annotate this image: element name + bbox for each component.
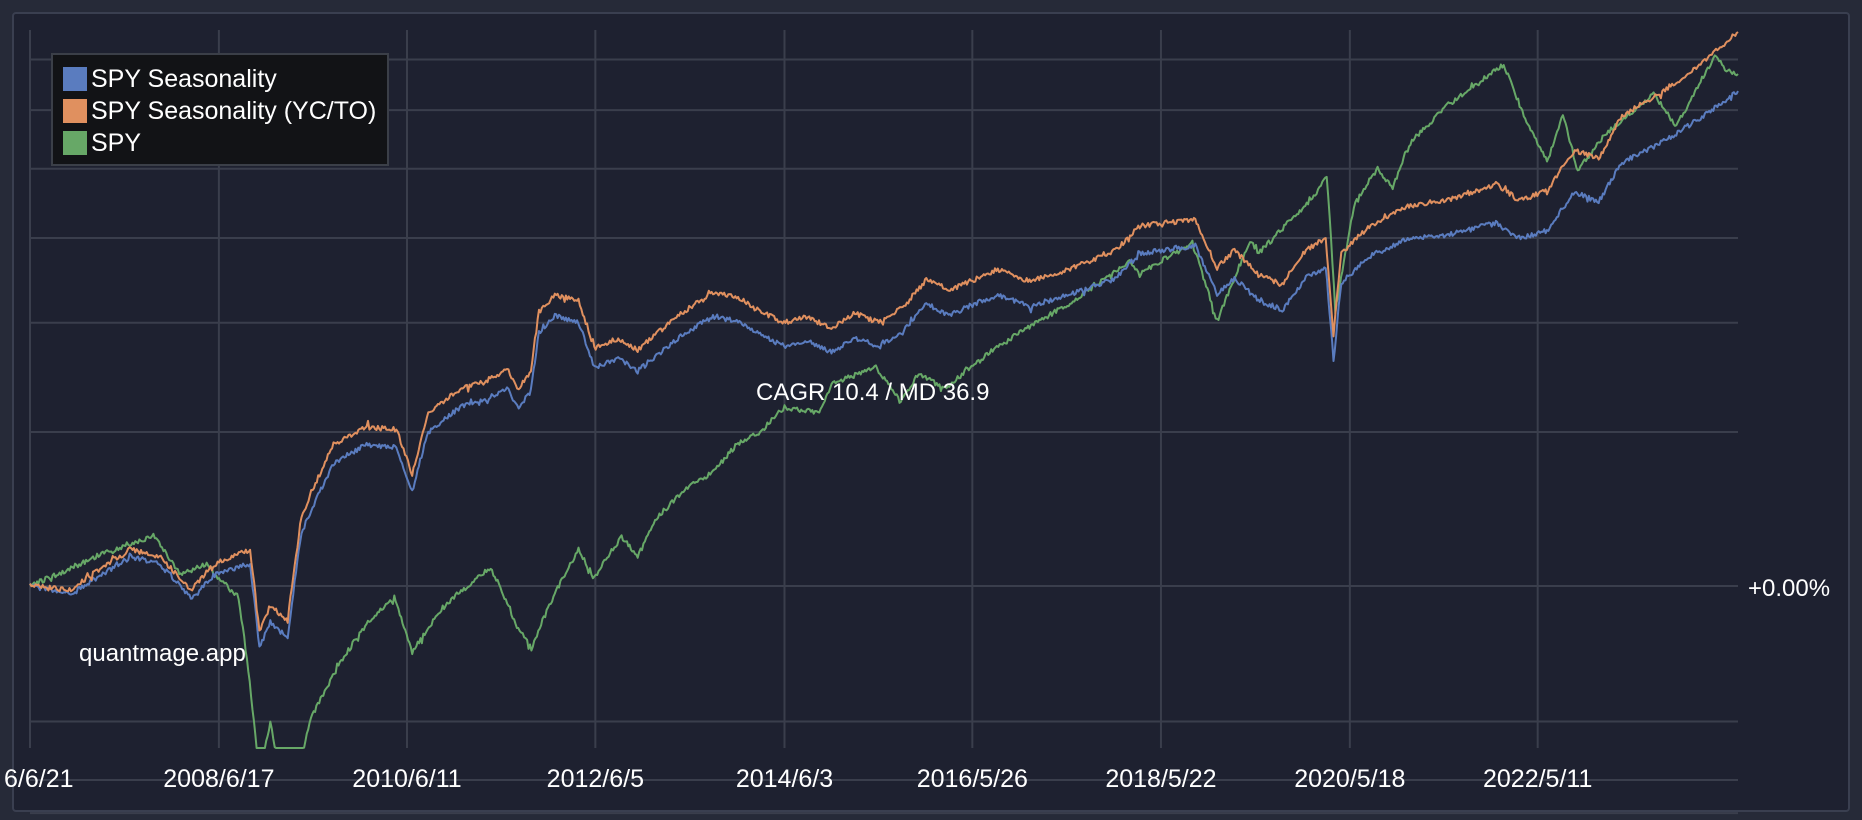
x-tick-label: 2010/6/11 bbox=[352, 765, 461, 793]
legend-label: SPY bbox=[91, 129, 142, 157]
legend-item-spy[interactable]: SPY bbox=[63, 127, 387, 159]
series-layer bbox=[29, 31, 1739, 749]
x-tick-label: 2018/5/22 bbox=[1105, 765, 1216, 793]
series-line-2 bbox=[29, 54, 1739, 749]
x-tick-label: 2014/6/3 bbox=[736, 765, 833, 793]
chart-annotation: CAGR 10.4 / MD 36.9 bbox=[756, 379, 989, 406]
legend-item-spy-seasonality[interactable]: SPY Seasonality bbox=[63, 63, 387, 95]
x-tick-label: 6/6/21 bbox=[4, 765, 74, 793]
series-line-0 bbox=[29, 90, 1739, 648]
legend-swatch bbox=[63, 67, 87, 91]
legend-item-spy-seasonality-yc-to[interactable]: SPY Seasonality (YC/TO) bbox=[63, 95, 387, 127]
x-tick-label: 2016/5/26 bbox=[917, 765, 1028, 793]
x-tick-label: 2020/5/18 bbox=[1294, 765, 1405, 793]
legend-swatch bbox=[63, 99, 87, 123]
x-tick-label: 2012/6/5 bbox=[547, 765, 644, 793]
x-axis-ticks: 6/6/21 2008/6/17 2010/6/11 2012/6/5 2014/6/3… bbox=[4, 765, 1592, 793]
legend-label: SPY Seasonality bbox=[91, 65, 277, 93]
watermark: quantmage.app bbox=[79, 640, 246, 667]
y-axis-label: +0.00% bbox=[1748, 575, 1830, 602]
x-tick-label: 2008/6/17 bbox=[163, 765, 274, 793]
x-tick-label: 2022/5/11 bbox=[1483, 765, 1592, 793]
chart-legend: SPY Seasonality SPY Seasonality (YC/TO) … bbox=[51, 53, 389, 166]
legend-label: SPY Seasonality (YC/TO) bbox=[91, 97, 377, 125]
series-line-1 bbox=[29, 31, 1739, 632]
legend-swatch bbox=[63, 131, 87, 155]
